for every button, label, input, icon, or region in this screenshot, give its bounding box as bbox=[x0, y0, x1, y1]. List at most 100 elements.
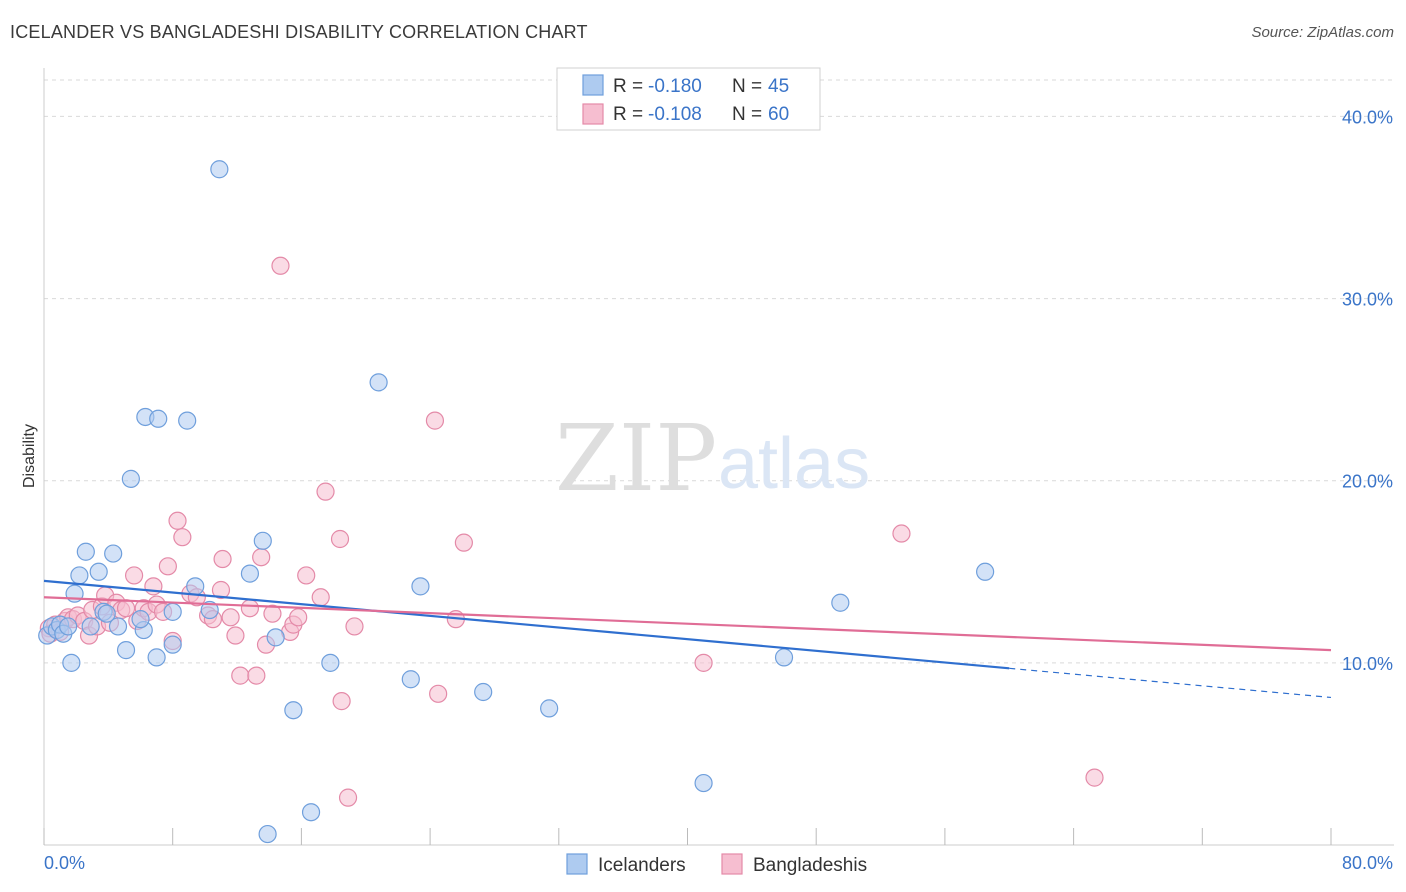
icelander-point bbox=[70, 566, 89, 585]
icelander-point bbox=[200, 600, 219, 620]
icelander-point bbox=[149, 409, 168, 428]
icelander-point bbox=[253, 531, 272, 550]
watermark: ZIP atlas bbox=[555, 405, 870, 512]
icelander-point bbox=[831, 593, 850, 612]
trend-lines bbox=[43, 579, 1332, 699]
bangladeshi-point bbox=[429, 684, 448, 703]
icelander-point bbox=[163, 635, 182, 654]
y-tick-label: 10.0% bbox=[1342, 654, 1393, 674]
bangladeshi-point bbox=[173, 528, 192, 547]
icelander-point bbox=[131, 610, 150, 629]
chart-title: ICELANDER VS BANGLADESHI DISABILITY CORR… bbox=[10, 22, 588, 42]
icelander-point bbox=[774, 648, 794, 667]
legend-swatch-bangladeshis bbox=[721, 853, 743, 875]
icelander-point bbox=[258, 824, 277, 844]
icelander-point bbox=[163, 602, 182, 621]
legend-label-icelanders: Icelanders bbox=[598, 855, 686, 876]
icelander-point bbox=[104, 544, 123, 563]
y-axis-label: Disability bbox=[21, 424, 38, 488]
icelander-point bbox=[76, 542, 95, 561]
y-tick-label: 20.0% bbox=[1342, 472, 1393, 492]
legend-swatch-icelanders bbox=[566, 853, 588, 875]
bangladeshi-point bbox=[694, 653, 713, 672]
legend-r-value: -0.108 bbox=[648, 104, 702, 125]
bangladeshi-point bbox=[231, 666, 250, 685]
legend-r-label: R = bbox=[613, 104, 643, 125]
icelander-point bbox=[121, 469, 140, 488]
icelander-point bbox=[178, 411, 197, 430]
icelander-point bbox=[369, 373, 388, 392]
icelander-point bbox=[116, 641, 136, 660]
icelander-point bbox=[301, 803, 321, 822]
icelander-point bbox=[97, 604, 116, 623]
bangladeshi-point bbox=[311, 588, 330, 607]
icelander-point bbox=[108, 617, 128, 636]
icelander-point bbox=[147, 648, 166, 667]
icelander-point bbox=[474, 682, 493, 702]
icelanders-trend-extension bbox=[1009, 667, 1332, 699]
bangladeshi-point bbox=[240, 599, 260, 618]
legend-r-label: R = bbox=[613, 76, 643, 97]
bangladeshi-point bbox=[252, 548, 271, 567]
correlation-legend: R = -0.180 N = 45 R = -0.108 N = 60 bbox=[556, 67, 821, 131]
bangladeshi-point bbox=[332, 692, 351, 711]
bangladeshi-point bbox=[247, 666, 266, 685]
bangladeshi-point bbox=[213, 549, 232, 569]
bangladeshis-trend-line bbox=[43, 596, 1332, 652]
bangladeshi-point bbox=[289, 608, 308, 627]
x-tick-labels: 0.0% 80.0% bbox=[44, 853, 1393, 873]
icelander-point bbox=[59, 617, 78, 636]
legend-n-label: N = bbox=[732, 104, 762, 125]
watermark-zip: ZIP bbox=[555, 405, 717, 512]
icelander-point bbox=[540, 699, 559, 718]
y-tick-labels: 10.0% 20.0% 30.0% 40.0% bbox=[1342, 107, 1393, 673]
icelander-point bbox=[266, 628, 285, 647]
bangladeshi-point bbox=[168, 511, 187, 530]
bangladeshi-point bbox=[271, 256, 290, 275]
icelander-point bbox=[186, 577, 205, 596]
bangladeshi-point bbox=[345, 617, 364, 636]
legend-r-value: -0.180 bbox=[648, 76, 702, 97]
source-label: Source: ZipAtlas.com bbox=[1251, 24, 1394, 41]
legend-n-value: 45 bbox=[768, 76, 789, 97]
y-tick-label: 40.0% bbox=[1342, 107, 1393, 127]
bangladeshi-point bbox=[221, 608, 240, 627]
icelander-point bbox=[401, 670, 420, 689]
legend-swatch-bangladeshis bbox=[582, 103, 604, 125]
bangladeshi-point bbox=[226, 626, 245, 645]
axes bbox=[43, 68, 1394, 846]
icelander-point bbox=[81, 617, 100, 636]
icelander-point bbox=[411, 577, 430, 596]
icelander-point bbox=[284, 701, 303, 720]
bangladeshi-point bbox=[316, 482, 335, 501]
bangladeshi-point bbox=[425, 411, 445, 430]
bangladeshi-point bbox=[211, 580, 231, 600]
x-tick-label: 80.0% bbox=[1342, 853, 1393, 873]
icelander-point bbox=[321, 653, 340, 672]
legend-label-bangladeshis: Bangladeshis bbox=[753, 855, 867, 876]
y-tick-label: 30.0% bbox=[1342, 290, 1393, 310]
x-tick-label: 0.0% bbox=[44, 853, 85, 873]
icelander-point bbox=[210, 160, 229, 179]
bangladeshi-point bbox=[124, 566, 144, 585]
bangladeshi-point bbox=[338, 788, 358, 807]
bangladeshi-point bbox=[454, 533, 473, 552]
legend-n-label: N = bbox=[732, 76, 762, 97]
icelanders-trend-line bbox=[43, 579, 1010, 670]
icelander-point bbox=[89, 562, 108, 581]
watermark-atlas: atlas bbox=[718, 424, 870, 504]
legend-swatch-icelanders bbox=[582, 74, 604, 96]
data-points bbox=[38, 160, 1104, 844]
series-legend: Icelanders Bangladeshis bbox=[566, 853, 867, 876]
bangladeshi-point bbox=[892, 524, 911, 543]
legend-n-value: 60 bbox=[768, 104, 789, 125]
bangladeshi-point bbox=[263, 604, 282, 623]
icelander-point bbox=[240, 564, 260, 583]
icelander-point bbox=[62, 653, 81, 672]
icelander-point bbox=[694, 773, 713, 793]
icelander-point bbox=[976, 562, 995, 581]
bangladeshi-point bbox=[1085, 768, 1104, 787]
bangladeshi-point bbox=[330, 529, 350, 549]
bangladeshi-point bbox=[297, 566, 316, 585]
